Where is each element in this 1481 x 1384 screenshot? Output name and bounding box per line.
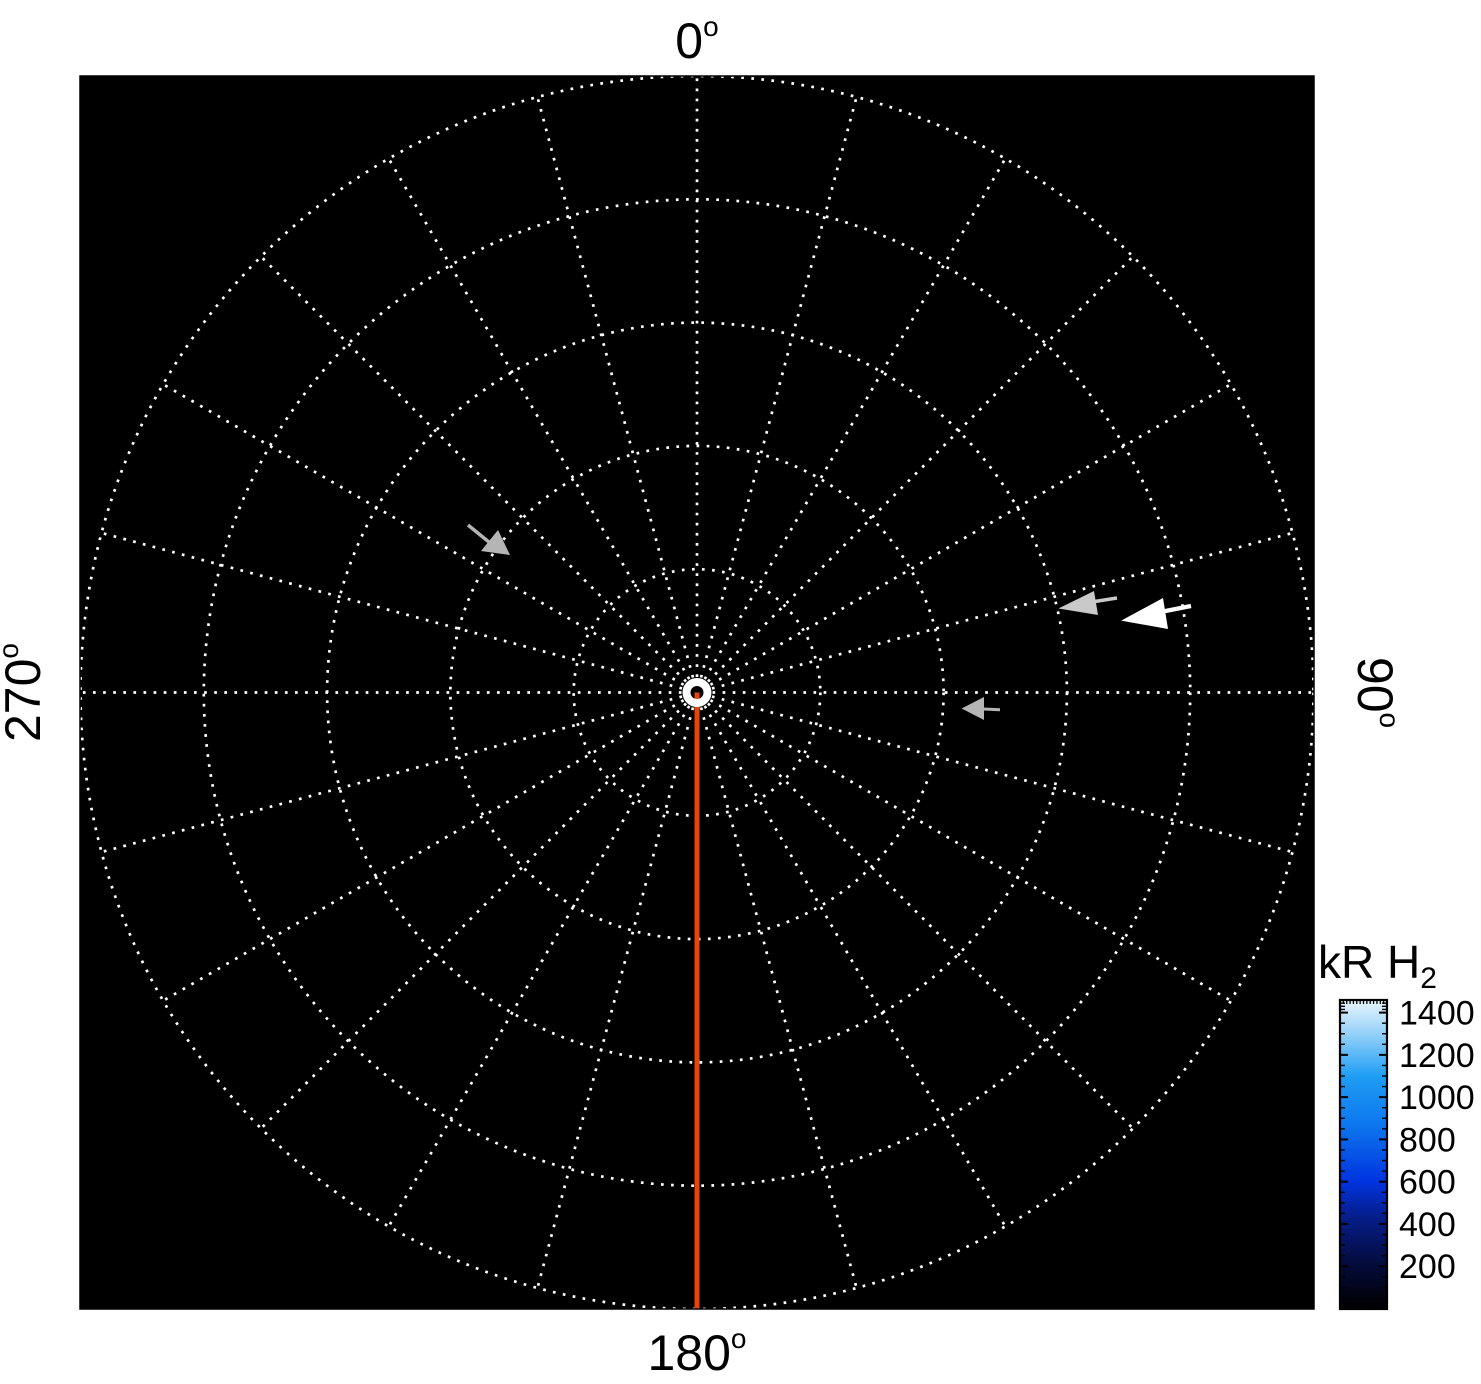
svg-text:90o: 90o	[1347, 657, 1405, 728]
svg-text:1200: 1200	[1399, 1037, 1475, 1075]
svg-text:0o: 0o	[675, 11, 718, 69]
svg-text:180o: 180o	[647, 1323, 746, 1381]
svg-text:1400: 1400	[1399, 995, 1475, 1033]
svg-text:270o: 270o	[0, 643, 51, 742]
svg-text:600: 600	[1399, 1164, 1456, 1202]
svg-text:1000: 1000	[1399, 1079, 1475, 1117]
svg-text:400: 400	[1399, 1206, 1456, 1244]
svg-text:kR H2: kR H2	[1318, 936, 1437, 995]
svg-text:200: 200	[1399, 1248, 1456, 1286]
svg-text:800: 800	[1399, 1121, 1456, 1159]
